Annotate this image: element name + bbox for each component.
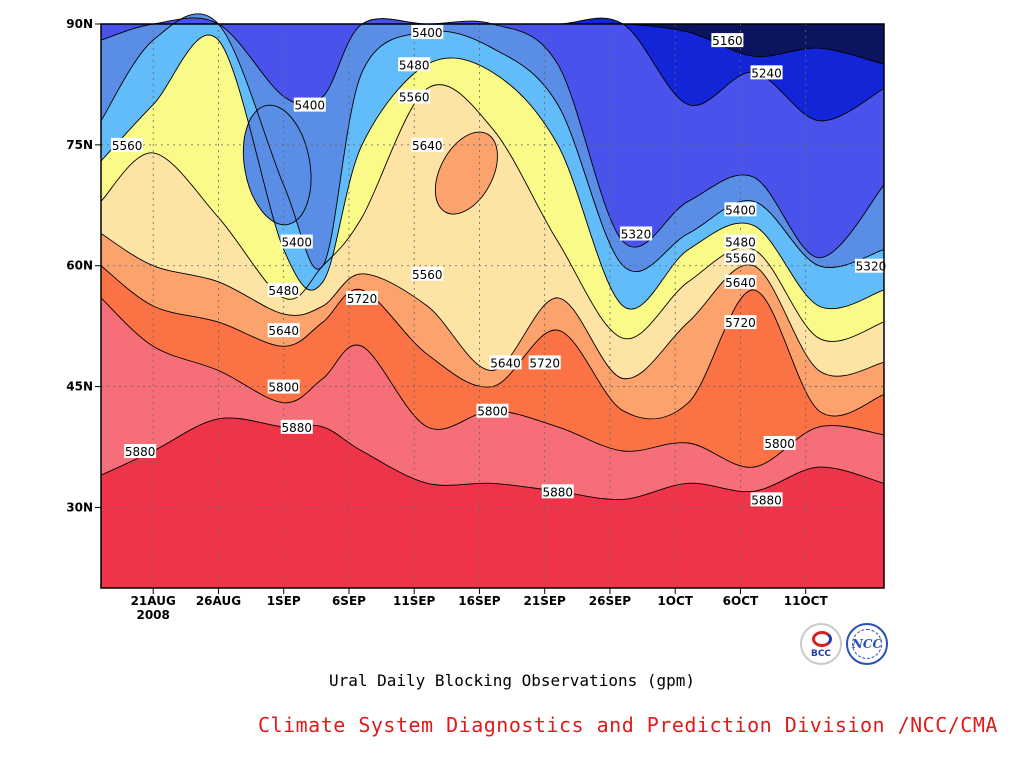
contour-label-text: 5480 (268, 284, 299, 298)
contour-label-text: 5400 (725, 203, 756, 217)
contour-line (100, 265, 885, 420)
contour-line (100, 34, 885, 310)
y-tick-label: 75N (66, 138, 93, 152)
x-tick-label: 6SEP (332, 594, 366, 608)
bcc-swirl-icon (812, 631, 832, 647)
contour-label: 5720 (724, 315, 757, 330)
contour-label: 5560 (111, 137, 144, 153)
contour-label: 5880 (124, 444, 157, 459)
bcc-logo: BCC (800, 623, 842, 665)
contour-band (101, 18, 884, 121)
contour-label: 5560 (411, 266, 444, 282)
x-tick-label: 26SEP (589, 594, 632, 608)
isolated-contour (434, 131, 498, 215)
contour-label-text: 5720 (347, 292, 378, 306)
contour-label: 5160 (711, 33, 744, 48)
x-tick-label: 1SEP (267, 594, 301, 608)
x-tick-label: 21AUG (131, 594, 176, 608)
contour-label-text: 5640 (412, 139, 443, 153)
y-tick-label: 30N (66, 500, 93, 514)
contour-label-text: 5640 (268, 324, 299, 338)
contour-label: 5640 (411, 137, 444, 153)
bcc-logo-text: BCC (810, 649, 832, 659)
contour-label: 5400 (411, 25, 444, 40)
contour-label: 5800 (267, 379, 300, 395)
ncc-logo: NCC (846, 623, 888, 665)
contour-label-text: 5560 (725, 252, 756, 266)
contour-fills (101, 13, 884, 588)
contour-label-text: 5800 (764, 437, 795, 451)
grid-lines (101, 24, 884, 588)
contour-line (100, 233, 885, 379)
contour-label-text: 5800 (477, 405, 508, 419)
contour-label: 5640 (489, 355, 522, 370)
y-tick-label: 90N (66, 17, 93, 31)
x-tick-label: 6OCT (723, 594, 759, 608)
x-year-label: 2008 (136, 608, 169, 622)
contour-label-text: 5720 (529, 356, 560, 370)
contour-label-text: 5880 (751, 493, 782, 507)
contour-label: 5720 (528, 355, 561, 370)
ncc-logo-text: NCC (851, 637, 883, 651)
x-tick-label: 1OCT (657, 594, 693, 608)
contour-label-text: 5640 (725, 276, 756, 290)
y-tick-label: 45N (66, 380, 93, 394)
contour-label: 5800 (763, 435, 796, 451)
contour-label-text: 5800 (268, 381, 299, 395)
contour-label: 5800 (476, 403, 509, 419)
contour-label-text: 5320 (856, 260, 887, 274)
contour-label-text: 5400 (281, 236, 312, 250)
y-tick-label: 60N (66, 259, 93, 273)
plot-frame (100, 23, 885, 589)
contour-line (100, 417, 885, 501)
chart-credit: Climate System Diagnostics and Predictio… (258, 713, 998, 737)
contour-label: 5720 (346, 290, 378, 306)
y-axis: 30N 45N 60N 75N 90N (66, 17, 101, 514)
contour-label-text: 5480 (399, 58, 430, 72)
x-tick-label: 11SEP (393, 594, 436, 608)
contour-label-text: 5240 (751, 66, 782, 80)
contour-label: 5880 (541, 484, 574, 499)
contour-label-text: 5320 (621, 227, 652, 241)
x-tick-label: 11OCT (784, 594, 829, 608)
contour-label: 5480 (267, 282, 300, 298)
x-tick-label: 21SEP (524, 594, 567, 608)
contour-label: 5480 (398, 57, 431, 72)
contour-label-text: 5560 (412, 268, 443, 282)
ncc-globe-icon (852, 629, 882, 659)
contour-label-text: 5880 (125, 445, 156, 459)
contour-label-text: 5720 (725, 316, 756, 330)
contour-label-text: 5480 (725, 236, 756, 250)
contour-label: 5320 (620, 226, 653, 241)
contour-label-text: 5640 (490, 356, 521, 370)
chart-title: Ural Daily Blocking Observations (gpm) (328, 671, 696, 690)
contour-label-text: 5400 (295, 99, 326, 113)
contour-label: 5480 (724, 234, 757, 250)
x-axis: 21AUG 26AUG 1SEP 6SEP 11SEP 16SEP 21SEP 26SEP 1O… (131, 588, 829, 622)
contour-label-text: 5400 (412, 26, 443, 40)
contour-label: 5640 (267, 323, 300, 338)
contour-label: 5320 (854, 258, 887, 274)
x-tick-label: 16SEP (458, 594, 501, 608)
contour-label: 5640 (724, 274, 757, 290)
contour-label-text: 5880 (542, 485, 573, 499)
contour-label: 5560 (398, 89, 431, 105)
contour-label: 5400 (724, 202, 757, 217)
contour-label-text: 5560 (112, 139, 143, 153)
contour-label-text: 5560 (399, 91, 430, 105)
contour-label-text: 5160 (712, 34, 743, 48)
isolated-contour (242, 104, 312, 226)
x-tick-label: 26AUG (196, 594, 241, 608)
contour-label: 5880 (750, 492, 783, 507)
contour-labels: 5400 5480 5560 5640 5400 5560 5160 5240 5400 5320… (111, 25, 887, 507)
contour-label: 5560 (724, 250, 757, 266)
contour-label: 5240 (750, 65, 783, 80)
contour-line (100, 297, 885, 468)
contour-label: 5400 (293, 97, 326, 113)
contour-label-text: 5880 (281, 421, 312, 435)
contour-label: 5880 (280, 419, 313, 435)
contour-label: 5400 (280, 234, 313, 250)
